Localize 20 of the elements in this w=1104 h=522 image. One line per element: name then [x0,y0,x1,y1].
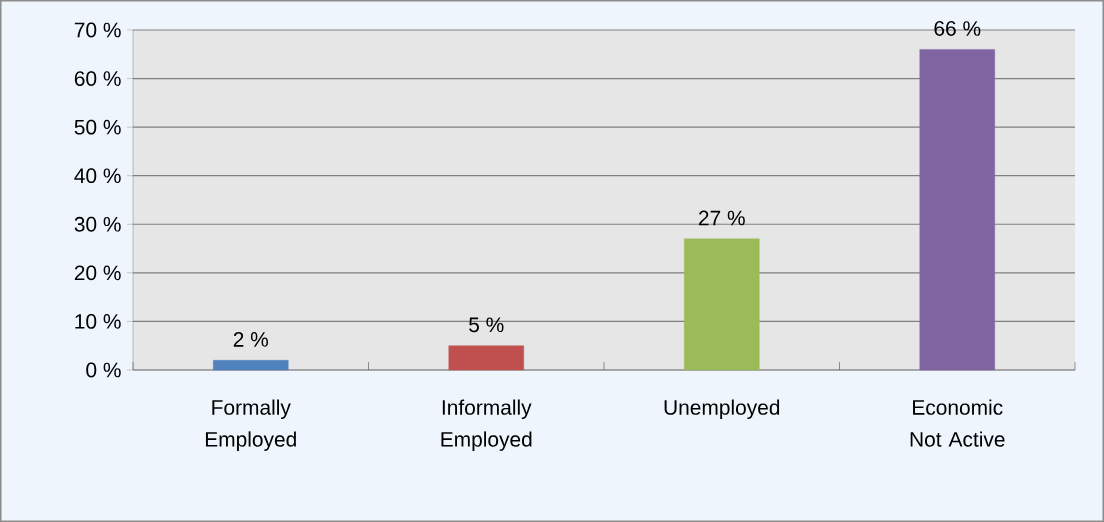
x-tick-label: Formally Employed [205,399,296,451]
y-tick-label: 40 % [74,168,121,184]
bar [684,238,760,371]
y-tick-label: 50 % [74,119,121,135]
y-tick-label: 10 % [75,314,121,329]
bar [919,49,995,371]
bar [448,345,524,371]
y-tick-label: 30 % [74,216,121,232]
x-tick-label: Unemployed [664,399,780,419]
y-tick-label: 70 % [74,22,121,38]
x-tick-label: Economic Not Active [910,399,1005,447]
data-label: 2 % [233,332,269,347]
y-tick-label: 20 % [74,265,121,281]
x-tick-label: Informally Employed [441,399,532,451]
y-tick-label: 0 % [86,362,121,378]
data-label: 27 % [698,210,745,226]
bar [213,360,289,371]
data-label: 5 % [469,317,504,333]
data-label: 66 % [934,21,981,36]
y-tick-label: 60 % [74,71,121,86]
